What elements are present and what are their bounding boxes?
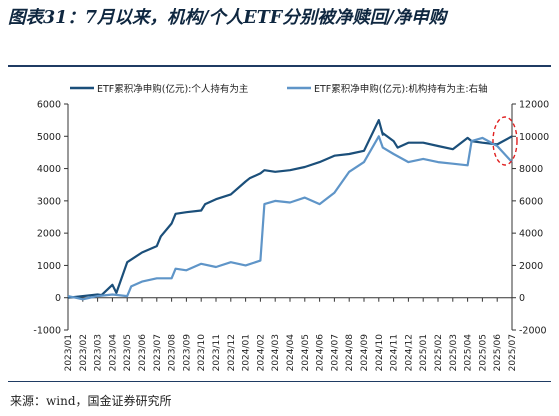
x-tick-label: 2023/09 (182, 334, 192, 372)
x-tick-label: 2025/07 (508, 334, 518, 371)
left-tick-label: 3000 (37, 196, 61, 207)
x-tick-label: 2024/11 (390, 334, 400, 371)
tick-labels: -1000 0 1000 2000 3000 4000 5000 6000 -2000 0 2000… (33, 100, 549, 372)
left-tick-label: 1000 (37, 261, 61, 272)
x-tick-label: 2025/04 (464, 334, 474, 372)
source-rule (8, 381, 551, 382)
x-tick-label: 2024/02 (256, 334, 266, 371)
x-tick-label: 2023/06 (138, 334, 148, 372)
title-rule (8, 65, 551, 67)
highlight-ellipse (492, 116, 518, 166)
right-tick-label: 4000 (519, 229, 543, 240)
legend-label-institution: ETF累积净申购(亿元):机构持有为主:右轴 (314, 83, 488, 95)
x-tick-label: 2023/01 (64, 334, 74, 371)
source-note: 来源：wind，国金证券研究所 (10, 394, 172, 408)
axes (64, 103, 516, 331)
right-tick-label: 8000 (519, 164, 543, 175)
retail-series-line (67, 118, 513, 299)
left-tick-label: 2000 (37, 229, 61, 240)
x-tick-label: 2024/05 (301, 334, 311, 371)
right-tick-label: 10000 (519, 132, 549, 143)
x-tick-label: 2024/08 (345, 334, 355, 372)
x-tick-label: 2025/06 (493, 334, 503, 372)
right-tick-label: -2000 (519, 326, 547, 337)
x-tick-label: 2025/05 (478, 334, 488, 371)
right-tick-label: 0 (519, 293, 525, 304)
x-tick-label: 2023/05 (123, 334, 133, 371)
x-tick-label: 2024/01 (242, 334, 252, 371)
institution-series-line (67, 135, 513, 301)
x-tick-label: 2023/03 (94, 334, 104, 371)
x-tick-label: 2023/11 (212, 334, 222, 371)
x-tick-label: 2024/12 (404, 334, 414, 371)
x-tick-label: 2023/12 (227, 334, 237, 371)
legend: ETF累积净申购(亿元):个人持有为主 ETF累积净申购(亿元):机构持有为主:… (70, 83, 488, 95)
right-tick-label: 12000 (519, 100, 549, 111)
x-tick-label: 2024/09 (360, 334, 370, 372)
x-tick-label: 2024/07 (330, 334, 340, 371)
right-tick-label: 2000 (519, 261, 543, 272)
x-tick-label: 2025/03 (449, 334, 459, 371)
x-tick-label: 2024/06 (316, 334, 326, 372)
x-tick-label: 2024/10 (375, 334, 385, 372)
x-tick-label: 2023/04 (108, 334, 118, 372)
left-tick-label: 5000 (37, 132, 61, 143)
right-tick-label: 6000 (519, 196, 543, 207)
x-tick-label: 2025/01 (419, 334, 429, 371)
x-tick-label: 2024/03 (271, 334, 281, 371)
left-tick-label: 0 (55, 293, 61, 304)
series-lines (67, 118, 513, 301)
left-tick-label: -1000 (33, 326, 61, 337)
left-tick-label: 6000 (37, 100, 61, 111)
left-tick-label: 4000 (37, 164, 61, 175)
x-tick-label: 2023/08 (168, 334, 178, 372)
x-tick-label: 2023/07 (153, 334, 163, 371)
figure-title: 图表31：7月以来，机构/个人ETF分别被净赎回/净申购 (8, 8, 447, 28)
x-tick-label: 2025/02 (434, 334, 444, 371)
x-tick-label: 2024/04 (286, 334, 296, 372)
x-tick-label: 2023/02 (79, 334, 89, 371)
x-tick-label: 2023/10 (197, 334, 207, 372)
legend-label-retail: ETF累积净申购(亿元):个人持有为主 (97, 83, 248, 95)
